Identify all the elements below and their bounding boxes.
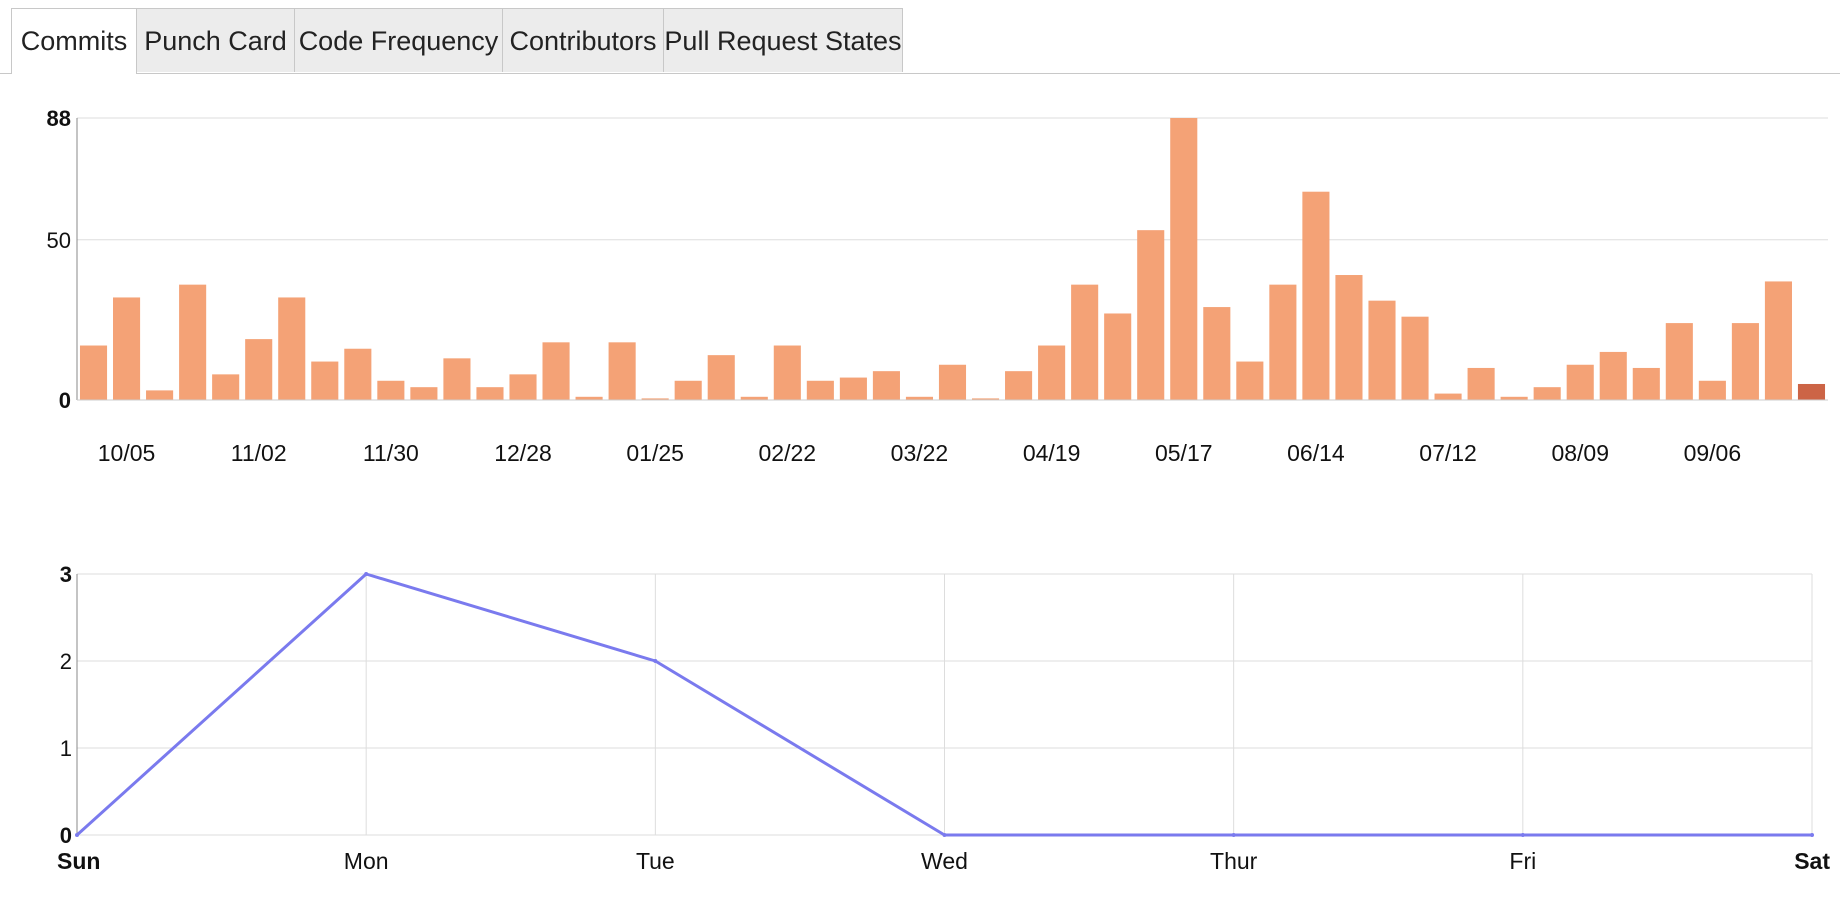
bar-y-tick-label: 0: [59, 388, 71, 413]
bar[interactable]: [1071, 284, 1099, 400]
bar[interactable]: [344, 348, 372, 400]
bar[interactable]: [1236, 361, 1264, 400]
tab-contributors[interactable]: Contributors: [502, 8, 664, 72]
bar[interactable]: [872, 371, 900, 400]
bar[interactable]: [773, 345, 801, 400]
bar-x-tick-label: 06/14: [1287, 440, 1345, 466]
line-x-tick-label: Mon: [344, 848, 389, 874]
bar[interactable]: [179, 284, 207, 400]
line-point[interactable]: [653, 659, 658, 663]
bar-x-tick-label: 03/22: [891, 440, 949, 466]
bar[interactable]: [1335, 275, 1363, 400]
line-x-tick-label: Sun: [57, 848, 100, 874]
bar[interactable]: [641, 398, 669, 400]
bar[interactable]: [608, 342, 636, 400]
tab-bar: Commits Punch Card Code Frequency Contri…: [0, 0, 1840, 74]
line-point[interactable]: [1520, 833, 1525, 837]
bar[interactable]: [1005, 371, 1033, 400]
bar[interactable]: [476, 387, 504, 400]
bar-x-tick-label: 05/17: [1155, 440, 1213, 466]
bar[interactable]: [1566, 364, 1594, 400]
bar[interactable]: [1269, 284, 1297, 400]
bar[interactable]: [971, 398, 1000, 400]
line-point[interactable]: [942, 833, 947, 837]
tab-pull-request-states[interactable]: Pull Request States: [663, 8, 903, 72]
bar[interactable]: [1038, 345, 1066, 400]
bar[interactable]: [146, 390, 174, 400]
bar[interactable]: [1533, 387, 1561, 400]
bar[interactable]: [1665, 323, 1693, 400]
bar[interactable]: [1599, 351, 1627, 400]
bar-x-tick-label: 08/09: [1551, 440, 1609, 466]
bar-x-tick-label: 10/05: [98, 440, 156, 466]
bar-x-tick-label: 01/25: [626, 440, 684, 466]
bar-x-tick-label: 11/30: [363, 440, 419, 466]
bar[interactable]: [377, 380, 405, 400]
bar-y-tick-label: 88: [47, 106, 71, 131]
bar[interactable]: [740, 396, 768, 400]
bar[interactable]: [443, 358, 471, 400]
bar-x-tick-label: 12/28: [494, 440, 552, 466]
bar[interactable]: [1698, 380, 1726, 400]
bar[interactable]: [1500, 396, 1528, 400]
bar[interactable]: [1632, 367, 1660, 400]
line-point[interactable]: [1231, 833, 1236, 837]
line-x-tick-label: Sat: [1794, 848, 1830, 874]
line-y-tick-label: 1: [60, 736, 72, 761]
bar-current-week[interactable]: [1797, 383, 1826, 400]
bar[interactable]: [113, 297, 141, 400]
bar[interactable]: [410, 387, 438, 400]
bar[interactable]: [707, 355, 735, 400]
bar-x-tick-label: 07/12: [1419, 440, 1477, 466]
bar[interactable]: [839, 377, 867, 400]
bar-x-tick-label: 09/06: [1684, 440, 1742, 466]
bar-x-tick-label: 11/02: [231, 440, 287, 466]
bar[interactable]: [1467, 367, 1495, 400]
commits-by-weekday-line-chart: 0 1 2 3 Sun Mon Tue Wed Thur Fri Sat: [57, 562, 1830, 874]
bar[interactable]: [575, 396, 603, 400]
bar[interactable]: [674, 380, 702, 400]
line-x-tick-label: Thur: [1210, 848, 1258, 874]
line-point[interactable]: [364, 572, 369, 576]
tab-commits[interactable]: Commits: [11, 8, 137, 74]
line-y-tick-label: 3: [60, 562, 72, 587]
bar[interactable]: [806, 380, 834, 400]
bar-x-tick-label: 04/19: [1023, 440, 1081, 466]
bar[interactable]: [938, 364, 967, 400]
line-x-tick-label: Wed: [921, 848, 968, 874]
bar[interactable]: [1302, 191, 1330, 400]
bar[interactable]: [1401, 316, 1429, 400]
bar[interactable]: [1434, 393, 1462, 400]
bar[interactable]: [1731, 323, 1759, 400]
commits-weekly-bar-chart: 0 50 88 10/05 11/02 11/30 12/28 01/25 02/22 03/22…: [47, 106, 1828, 466]
line-y-tick-label: 2: [60, 649, 72, 674]
bar[interactable]: [1170, 118, 1198, 400]
bar[interactable]: [79, 345, 108, 400]
line-point[interactable]: [75, 833, 79, 837]
bar[interactable]: [212, 374, 240, 400]
bar-y-tick-label: 50: [47, 228, 71, 253]
bar[interactable]: [905, 396, 934, 400]
bar[interactable]: [1764, 281, 1792, 400]
line-y-tick-label: 0: [60, 823, 72, 848]
tab-code-frequency[interactable]: Code Frequency: [294, 8, 503, 72]
bar[interactable]: [1368, 300, 1396, 400]
bar[interactable]: [1203, 307, 1231, 400]
bar-x-tick-label: 02/22: [759, 440, 817, 466]
bar[interactable]: [311, 361, 339, 400]
bar[interactable]: [509, 374, 537, 400]
line-x-tick-label: Tue: [636, 848, 675, 874]
line-x-tick-label: Fri: [1509, 848, 1536, 874]
bar[interactable]: [542, 342, 570, 400]
line-point[interactable]: [1810, 833, 1814, 837]
bar[interactable]: [278, 297, 306, 400]
bar[interactable]: [1104, 313, 1132, 400]
bar[interactable]: [245, 339, 273, 400]
bar[interactable]: [1137, 230, 1165, 400]
